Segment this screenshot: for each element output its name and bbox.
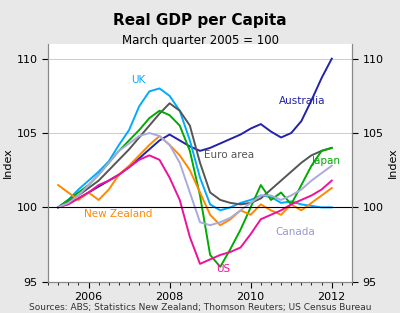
Text: Sources: ABS; Statistics New Zealand; Thomson Reuters; US Census Bureau: Sources: ABS; Statistics New Zealand; Th… (29, 303, 371, 312)
Text: Real GDP per Capita: Real GDP per Capita (113, 13, 287, 28)
Text: Japan: Japan (312, 156, 340, 166)
Text: Euro area: Euro area (204, 150, 254, 160)
Y-axis label: Index: Index (388, 147, 398, 178)
Text: Australia: Australia (279, 96, 326, 106)
Y-axis label: Index: Index (2, 147, 12, 178)
Text: New Zealand: New Zealand (84, 209, 153, 219)
Text: US: US (216, 264, 230, 274)
Text: Canada: Canada (275, 227, 315, 237)
Text: UK: UK (131, 75, 145, 85)
Text: March quarter 2005 = 100: March quarter 2005 = 100 (122, 34, 278, 48)
